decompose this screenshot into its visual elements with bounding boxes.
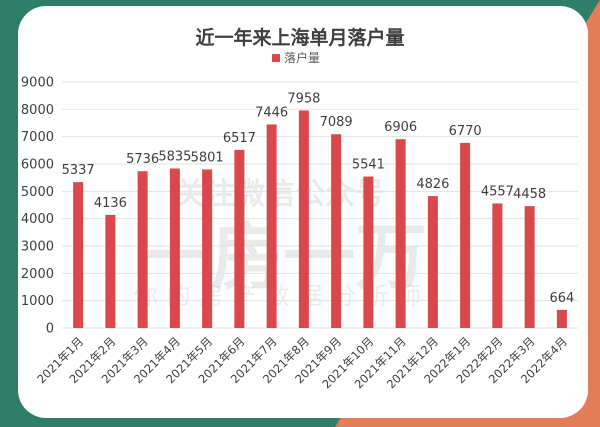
bar [331,134,342,328]
y-tick-label: 4000 [21,212,54,227]
watermark-line2: 一房一万 [139,215,427,299]
bar [137,171,148,328]
bar [266,124,277,328]
gridlines [62,81,578,329]
legend-swatch [272,54,280,62]
bar [202,169,213,328]
data-label: 4557 [481,184,514,199]
bar [556,309,567,328]
bars [73,110,567,329]
bar [105,214,116,328]
bar [298,110,309,329]
data-label: 7089 [320,115,353,130]
watermark-line3: 你的房产数据分析师 [134,282,431,310]
data-label: 4826 [416,177,449,192]
y-tick-label: 5000 [21,185,54,200]
data-label: 4458 [513,187,546,202]
y-tick-label: 3000 [21,240,54,255]
data-label: 6517 [223,131,256,146]
y-tick-label: 9000 [21,76,54,91]
data-label: 6906 [384,120,417,135]
bar [363,176,374,328]
data-label: 5541 [352,158,385,173]
data-label: 6770 [449,124,482,139]
y-tick-label: 8000 [21,103,54,118]
data-label: 4136 [94,196,127,211]
y-axis: 0 1000 2000 3000 4000 5000 6000 7000 8000 9000 [21,76,54,337]
data-label: 5801 [191,150,224,165]
y-tick-label: 0 [46,322,54,337]
bar [395,139,406,328]
bar [169,168,180,328]
legend-label: 落户量 [284,50,320,65]
bar [460,142,471,328]
data-label: 7446 [255,105,288,120]
bar [234,149,245,328]
y-tick-label: 6000 [21,158,54,173]
bar [524,206,535,328]
data-label: 5736 [126,152,159,167]
data-label: 7958 [287,91,320,106]
bar [427,196,438,328]
data-label: 664 [549,291,574,306]
data-label: 5835 [158,150,191,165]
bar [73,182,84,328]
y-tick-label: 2000 [21,267,54,282]
y-tick-label: 7000 [21,130,54,145]
y-tick-label: 1000 [21,294,54,309]
chart-title: 近一年来上海单月落户量 [195,26,404,49]
data-label: 5337 [62,163,95,178]
bar [492,203,503,328]
